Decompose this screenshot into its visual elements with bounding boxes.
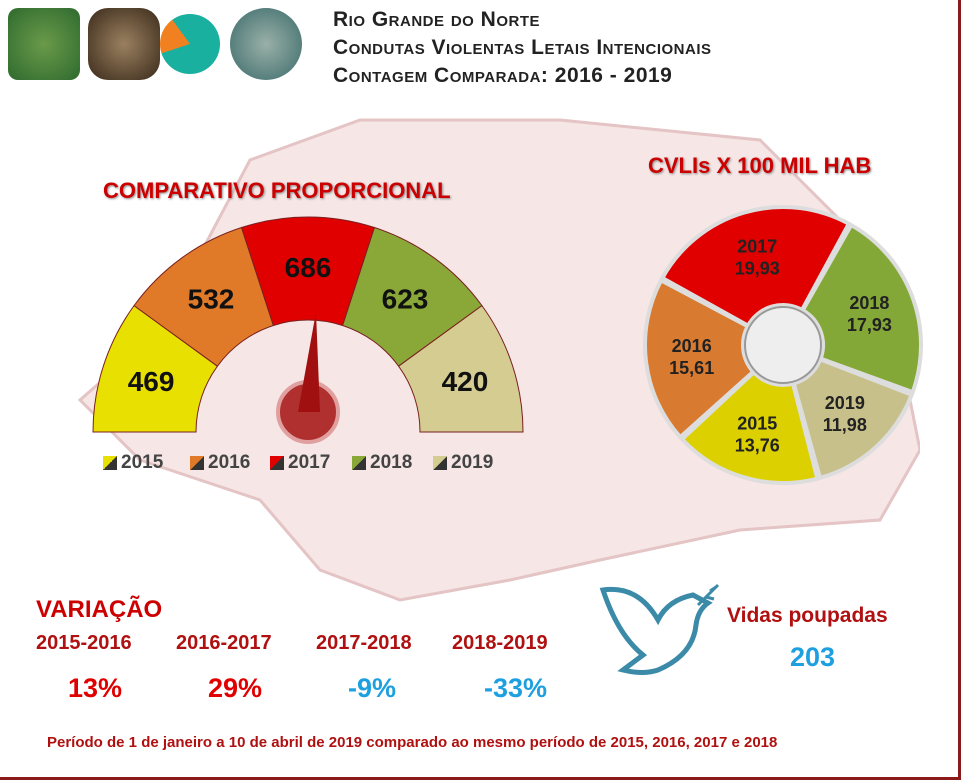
vidas-value: 203	[790, 642, 836, 672]
legend-swatch	[103, 456, 117, 470]
gauge-value-2017: 686	[285, 252, 332, 283]
pie-value-2017: 19,93	[735, 259, 780, 279]
variacao-value: 13%	[68, 673, 123, 703]
legend-item-2016: 2016	[190, 452, 250, 474]
variacao-period: 2017-2018	[316, 632, 412, 654]
pie-slice-2019	[791, 356, 915, 481]
pie-value-2015: 13,76	[735, 435, 780, 455]
legend-swatch	[270, 456, 284, 470]
title-line3: Contagem Comparada: 2016 - 2019	[333, 64, 673, 87]
dove-icon	[599, 583, 720, 675]
pie-year-2015: 2015	[737, 413, 777, 433]
variacao-period: 2018-2019	[452, 632, 548, 654]
pie-slice-2016	[643, 277, 757, 440]
variacao-value: 29%	[208, 673, 263, 703]
gauge-needle	[298, 312, 320, 412]
pie-center-emblem	[744, 306, 822, 384]
pie-value-2016: 15,61	[669, 358, 714, 378]
legend-label: 2016	[208, 452, 251, 473]
gauge-title: COMPARATIVO PROPORCIONAL	[103, 178, 451, 203]
pie-value-2019: 11,98	[823, 415, 867, 435]
legend-swatch	[433, 456, 447, 470]
pie-slice-2017	[659, 205, 852, 329]
gauge-value-2018: 623	[382, 284, 429, 315]
variacao-value: -33%	[484, 673, 548, 703]
variacao-title: VARIAÇÃO	[36, 596, 163, 623]
sesed-logo	[160, 14, 220, 74]
variacao-value: -9%	[348, 673, 397, 703]
pie-year-2018: 2018	[849, 293, 889, 313]
pie-year-2016: 2016	[672, 336, 712, 356]
variacao-period: 2015-2016	[36, 632, 132, 654]
gauge-value-2016: 532	[188, 284, 235, 315]
pie-slice-2018	[800, 222, 923, 395]
legend-swatch	[352, 456, 366, 470]
gauge-value-2019: 420	[442, 366, 489, 397]
legend-swatch	[190, 456, 204, 470]
legend-label: 2019	[451, 452, 494, 473]
footer-note: Período de 1 de janeiro a 10 de abril de…	[47, 734, 778, 751]
title-line1: Rio Grande do Norte	[333, 8, 541, 31]
police-crest-logo	[88, 8, 160, 80]
variacao-period: 2016-2017	[176, 632, 272, 654]
gauge-value-2015: 469	[128, 366, 175, 397]
pie-year-2019: 2019	[825, 393, 865, 413]
rn-coat-of-arms-logo	[8, 8, 80, 80]
gauge-segment-2019	[397, 304, 524, 433]
coevio-logo	[230, 8, 302, 80]
legend-item-2015: 2015	[103, 452, 163, 474]
vidas-label: Vidas poupadas	[727, 604, 888, 627]
legend-item-2019: 2019	[433, 452, 493, 474]
legend-label: 2017	[288, 452, 331, 473]
pie-value-2018: 17,93	[847, 315, 892, 335]
legend-item-2018: 2018	[352, 452, 412, 474]
legend-label: 2018	[370, 452, 413, 473]
legend-item-2017: 2017	[270, 452, 330, 474]
legend-label: 2015	[121, 452, 164, 473]
pie-slice-2015	[679, 369, 820, 485]
pie-title: CVLIs X 100 MIL HAB	[648, 153, 872, 178]
title-line2: Condutas Violentas Letais Intencionais	[333, 36, 712, 59]
pie-year-2017: 2017	[737, 237, 777, 257]
